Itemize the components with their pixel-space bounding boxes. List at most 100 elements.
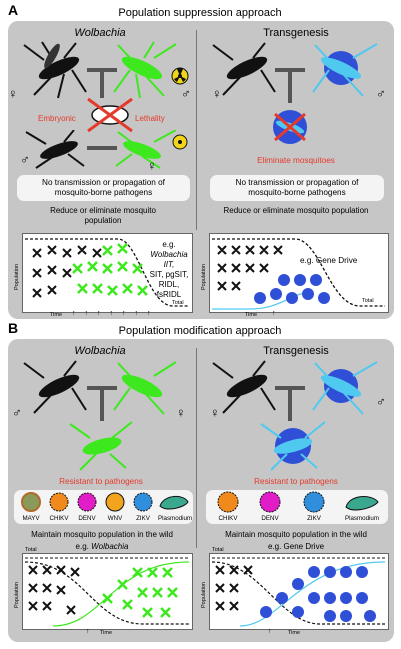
a-wolbachia-male-symbol-top: ♂ (181, 86, 191, 101)
b-transgenesis-male-symbol: ♂ (376, 394, 386, 409)
a-wolbachia-examples: e.g. Wolbachia IIT, SIT, pgSIT, RIDL, fs… (149, 240, 189, 299)
pathogen-label: CHIKV (49, 515, 69, 522)
a-wolbachia-title: Wolbachia (74, 27, 126, 39)
gene-drive-mosquito-icons (254, 274, 330, 304)
b-transgenesis-plot-xlabel: Time (288, 630, 301, 636)
wolbachia-female-mosquito-icon (113, 361, 177, 415)
b-wolbachia-female-symbol: ♀ (176, 405, 186, 420)
a-wolbachia-outcome: Reduce or eliminate mosquito population (50, 206, 156, 225)
b-wolbachia-plot-total: Total (25, 547, 37, 553)
chikv-icon (217, 491, 239, 513)
a-transgenesis-mating (212, 42, 378, 144)
offspring-transgenic-mosquito-icon (260, 421, 326, 471)
panel-a-divider (196, 30, 197, 230)
wolbachia-male-mosquito-icon (113, 41, 177, 99)
a-transgenesis-plot (209, 233, 389, 313)
b-transgenesis-title: Transgenesis (263, 345, 329, 357)
a-wolbachia-plot-total: Total (172, 300, 184, 306)
release-arrow: ↑ (268, 628, 272, 635)
embryonic-label: Embryonic (38, 114, 76, 123)
panel-b-letter: B (8, 320, 19, 336)
lethality-label: Lethality (135, 114, 165, 123)
chikv-icon (49, 492, 69, 512)
a-transgenesis-outcome: Reduce or eliminate mosquito population (223, 206, 369, 215)
transgenic-male-mosquito-icon (312, 43, 378, 97)
wild-population-mosquito-icons (32, 245, 102, 298)
a-wolbachia-plot-svg (25, 238, 189, 307)
wild-population-mosquito-icons (215, 565, 253, 611)
pathogen-label: WNV (107, 515, 123, 522)
b-wolbachia-plot-svg (24, 557, 190, 627)
plasmodium-icon (345, 496, 379, 511)
b-transgenesis-female-symbol: ♀ (210, 405, 220, 420)
b-wolbachia-outcome: Maintain mosquito population in the wild (31, 530, 173, 539)
release-arrow: ↑ (272, 310, 276, 317)
a-wolbachia-mating-bottom (25, 130, 188, 169)
b-wolbachia-plot (22, 553, 193, 630)
wnv-icon (105, 492, 125, 512)
b-transgenesis-outcome: Maintain mosquito population in the wild (225, 530, 367, 539)
mayv-icon (21, 492, 41, 512)
b-transgenesis-mating (212, 360, 378, 471)
b-wolbachia-resistant-label: Resistant to pathogens (59, 477, 143, 486)
b-wolbachia-plot-xlabel: Time (100, 630, 113, 636)
a-wolbachia-female-symbol-bottom: ♀ (147, 158, 157, 173)
a-transgenesis-plot-ylabel: Population (201, 264, 207, 290)
pathogen-label: Plasmodium (158, 515, 193, 522)
a-transgenesis-example: e.g. Gene Drive (300, 256, 358, 265)
replacement-wolbachia-mosquito-icons (102, 567, 178, 618)
a-wolbachia-note: No transmission or propagation of mosqui… (17, 175, 190, 201)
pathogen-label: DENV (78, 515, 96, 522)
b-wolbachia-title: Wolbachia (74, 345, 126, 357)
b-wolbachia-pathogens: MAYV CHIKV DENV WNV ZIKV Plasmodium (14, 490, 193, 524)
offspring-wolbachia-mosquito-icon (69, 421, 133, 471)
pathogen-label: MAYV (22, 515, 40, 522)
release-arrows: ↑↑↑↑↑↑↑ (72, 310, 160, 317)
pathogen-label: CHIKV (218, 515, 238, 522)
b-wolbachia-male-symbol: ♂ (12, 405, 22, 420)
a-transgenesis-male-symbol: ♂ (376, 86, 386, 101)
wolbachia-female-mosquito-icon (115, 130, 177, 169)
a-wolbachia-plot-ylabel: Population (14, 264, 20, 290)
pathogen-label: DENV (261, 515, 279, 522)
pathogen-label: ZIKV (136, 515, 150, 522)
b-transgenesis-plot-ylabel: Population (201, 582, 207, 608)
zikv-icon (303, 491, 325, 513)
pathogen-label: Plasmodium (344, 515, 380, 522)
wild-population-mosquito-icons (217, 245, 283, 291)
panel-b-divider (196, 348, 197, 548)
b-wolbachia-plot-ylabel: Population (14, 582, 20, 608)
transgenic-male-mosquito-icon (312, 361, 378, 415)
a-wolbachia-plot (22, 233, 193, 313)
radiation-icon (171, 67, 189, 85)
wild-population-mosquito-icons (28, 565, 80, 615)
b-transgenesis-resistant-label: Resistant to pathogens (254, 477, 338, 486)
wild-male-mosquito-icon (23, 360, 87, 414)
a-transgenesis-title: Transgenesis (263, 27, 329, 39)
denv-icon (77, 492, 97, 512)
b-transgenesis-plot-total: Total (212, 547, 224, 553)
a-transgenesis-female-symbol: ♀ (212, 86, 222, 101)
b-transgenesis-example: e.g. Gene Drive (267, 542, 325, 551)
b-transgenesis-pathogens: CHIKV DENV ZIKV Plasmodium (206, 490, 388, 524)
a-wolbachia-male-symbol-bottom: ♂ (20, 152, 30, 167)
release-arrow: ↑ (86, 628, 90, 635)
eliminated-mosquito-icon (273, 110, 307, 144)
a-wolbachia-plot-xlabel: Time (50, 312, 63, 318)
plasmodium-icon (159, 496, 189, 510)
a-transgenesis-note: No transmission or propagation of mosqui… (210, 175, 384, 201)
wild-female-mosquito-icon (212, 42, 276, 96)
embryo-cross-icon (87, 97, 133, 133)
a-wolbachia-female-symbol-top: ♀ (8, 86, 18, 101)
zikv-icon (133, 492, 153, 512)
b-transgenesis-pathogen-icons (217, 491, 379, 513)
wild-female-mosquito-icon (23, 41, 87, 99)
b-wolbachia-example: e.g. Wolbachia (75, 542, 129, 551)
b-transgenesis-plot (209, 553, 389, 630)
panel-a-title: Population suppression approach (118, 7, 282, 19)
wild-female-mosquito-icon (212, 360, 276, 414)
wild-male-mosquito-icon (25, 130, 85, 169)
gene-drive-mosquito-icons (260, 566, 376, 622)
a-transgenesis-plot-svg (212, 238, 385, 310)
released-wolbachia-mosquito-icons (72, 243, 148, 296)
